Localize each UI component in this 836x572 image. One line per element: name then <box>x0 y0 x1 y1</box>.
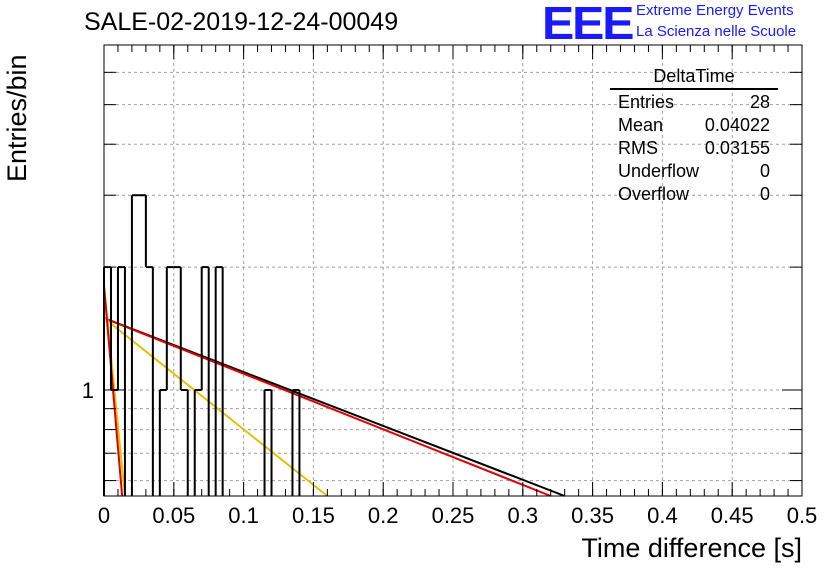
x-tick-label: 0.05 <box>152 503 195 528</box>
stats-value: 0.03155 <box>704 138 770 158</box>
stats-value: 0.04022 <box>704 115 770 135</box>
x-tick-label: 0.5 <box>787 503 818 528</box>
stats-row-rms: RMS 0.03155 <box>610 137 778 160</box>
stats-label: Entries <box>618 92 675 112</box>
stats-label: Mean <box>618 115 664 135</box>
x-tick-label: 0.45 <box>711 503 754 528</box>
x-tick-label: 0.35 <box>571 503 614 528</box>
stats-value: 0 <box>759 161 770 181</box>
stats-value: 28 <box>749 92 770 112</box>
x-tick-label: 0.4 <box>647 503 678 528</box>
logo-tagline-1: Extreme Energy Events <box>636 2 794 19</box>
stats-row-overflow: Overflow 0 <box>610 183 778 206</box>
x-tick-label: 0.15 <box>292 503 335 528</box>
x-tick-label: 0.1 <box>228 503 259 528</box>
stats-label: Overflow <box>618 184 690 204</box>
x-tick-label: 0.3 <box>508 503 539 528</box>
stats-label: RMS <box>618 138 658 158</box>
stats-box: DeltaTime Entries 28 Mean 0.04022 RMS 0.… <box>610 66 778 206</box>
y-axis-label: Entries/bin <box>2 54 32 182</box>
x-tick-label: 0.25 <box>432 503 475 528</box>
fit-layer <box>103 285 566 497</box>
y-tick-label: 1 <box>82 378 94 403</box>
x-tick-label: 0.2 <box>368 503 399 528</box>
tick-label-layer: 0 0.05 0.1 0.15 0.2 0.25 0.3 0.35 0.4 0.45 0.5 1 <box>82 378 818 528</box>
logo-tagline-2: La Scienza nelle Scuole <box>636 23 797 40</box>
stats-row-entries: Entries 28 <box>610 91 778 114</box>
stats-label: Underflow <box>618 161 700 181</box>
logo-mark: EEE <box>542 0 634 49</box>
page-title: SALE-02-2019-12-24-00049 <box>84 8 399 36</box>
stats-row-underflow: Underflow 0 <box>610 160 778 183</box>
stats-title: DeltaTime <box>610 66 778 90</box>
stats-value: 0 <box>759 184 770 204</box>
axis-layer <box>103 44 803 497</box>
x-tick-label: 0 <box>98 503 110 528</box>
plot-frame <box>103 44 803 497</box>
stats-row-mean: Mean 0.04022 <box>610 114 778 137</box>
fit-line <box>103 317 552 497</box>
x-axis-label: Time difference [s] <box>581 533 802 563</box>
